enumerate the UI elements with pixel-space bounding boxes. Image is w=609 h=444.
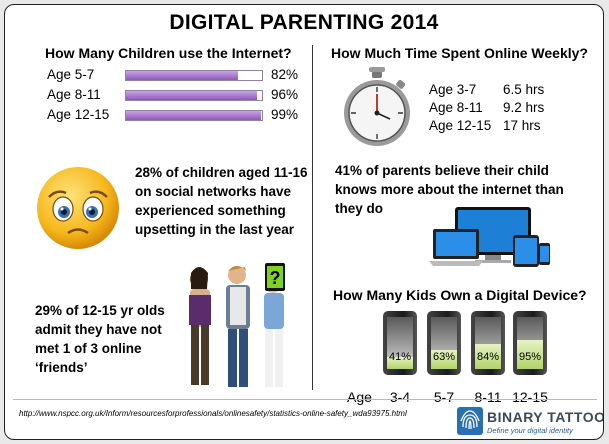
device-phone: 95% — [513, 311, 547, 375]
device-age-label: 3-4 — [389, 389, 411, 405]
column-divider — [312, 45, 313, 390]
device-ownership-bar — [387, 357, 413, 369]
internet-use-bar — [126, 111, 261, 120]
infographic-card: DIGITAL PARENTING 2014 How Many Children… — [4, 4, 604, 440]
internet-use-value: 96% — [271, 87, 299, 102]
internet-use-bar — [126, 91, 257, 100]
device-ownership-value: 84% — [476, 351, 500, 363]
internet-use-bar-track — [125, 70, 263, 81]
device-phone-screen: 95% — [517, 317, 543, 369]
device-phone-screen: 84% — [475, 317, 501, 369]
device-ownership-value: 95% — [518, 351, 542, 363]
internet-use-value: 82% — [271, 67, 299, 82]
time-online-label: Age 3-7 — [429, 82, 477, 97]
sad-face-icon — [37, 167, 119, 249]
social-networks-fact: 28% of children aged 11-16 on social net… — [135, 165, 308, 237]
footer-divider — [13, 399, 597, 400]
internet-use-heading: How Many Children use the Internet? — [45, 45, 292, 61]
time-online-label: Age 8-11 — [429, 100, 483, 115]
time-online-label: Age 12-15 — [429, 118, 492, 133]
stopwatch-icon — [344, 67, 410, 146]
internet-use-label: Age 5-7 — [47, 67, 95, 82]
device-ownership-heading: How Many Kids Own a Digital Device? — [333, 287, 587, 303]
device-phone-screen: 41% — [387, 317, 413, 369]
fingerprint-logo-icon — [457, 407, 483, 435]
devices-icon — [429, 207, 550, 267]
internet-use-bar-track — [125, 90, 263, 101]
device-age-label: 12-15 — [512, 389, 548, 405]
internet-use-bar — [126, 71, 238, 80]
device-ownership-bar — [431, 350, 457, 369]
teenagers-illustration: ? — [189, 263, 285, 387]
internet-use-bar-track — [125, 110, 263, 121]
device-phone: 63% — [427, 311, 461, 375]
online-friends-fact: 29% of 12-15 yr olds admit they have not… — [35, 303, 165, 375]
device-ownership-bar — [475, 344, 501, 369]
parents-believe-fact: 41% of parents believe their child knows… — [335, 163, 564, 216]
page-title: DIGITAL PARENTING 2014 — [169, 11, 439, 34]
internet-use-value: 99% — [271, 107, 299, 122]
svg-text:?: ? — [270, 268, 281, 288]
device-ownership-bar — [517, 340, 543, 369]
device-ownership-value: 41% — [388, 351, 412, 363]
device-ownership-value: 63% — [432, 351, 456, 363]
internet-use-label: Age 8-11 — [47, 87, 101, 102]
device-phone: 41% — [383, 311, 417, 375]
time-online-row: Age 3-7 6.5 hrs — [429, 82, 544, 97]
source-url[interactable]: http://www.nspcc.org.uk/Inform/resources… — [19, 409, 407, 418]
device-age-label: 5-7 — [433, 389, 455, 405]
time-online-value: 17 hrs — [503, 118, 541, 133]
time-online-value: 9.2 hrs — [503, 100, 545, 115]
logo-name: BINARY TATTOO — [487, 409, 604, 425]
age-axis-label: Age — [347, 389, 372, 405]
device-phone: 84% — [471, 311, 505, 375]
logo-tagline: Define your digital identity — [487, 426, 573, 435]
time-online-heading: How Much Time Spent Online Weekly? — [331, 45, 588, 61]
device-phone-screen: 63% — [431, 317, 457, 369]
time-online-value: 6.5 hrs — [503, 82, 545, 97]
device-age-label: 8-11 — [474, 389, 502, 405]
time-online-row: Age 12-15 17 hrs — [429, 118, 541, 133]
time-online-row: Age 8-11 9.2 hrs — [429, 100, 544, 115]
internet-use-label: Age 12-15 — [47, 107, 110, 122]
